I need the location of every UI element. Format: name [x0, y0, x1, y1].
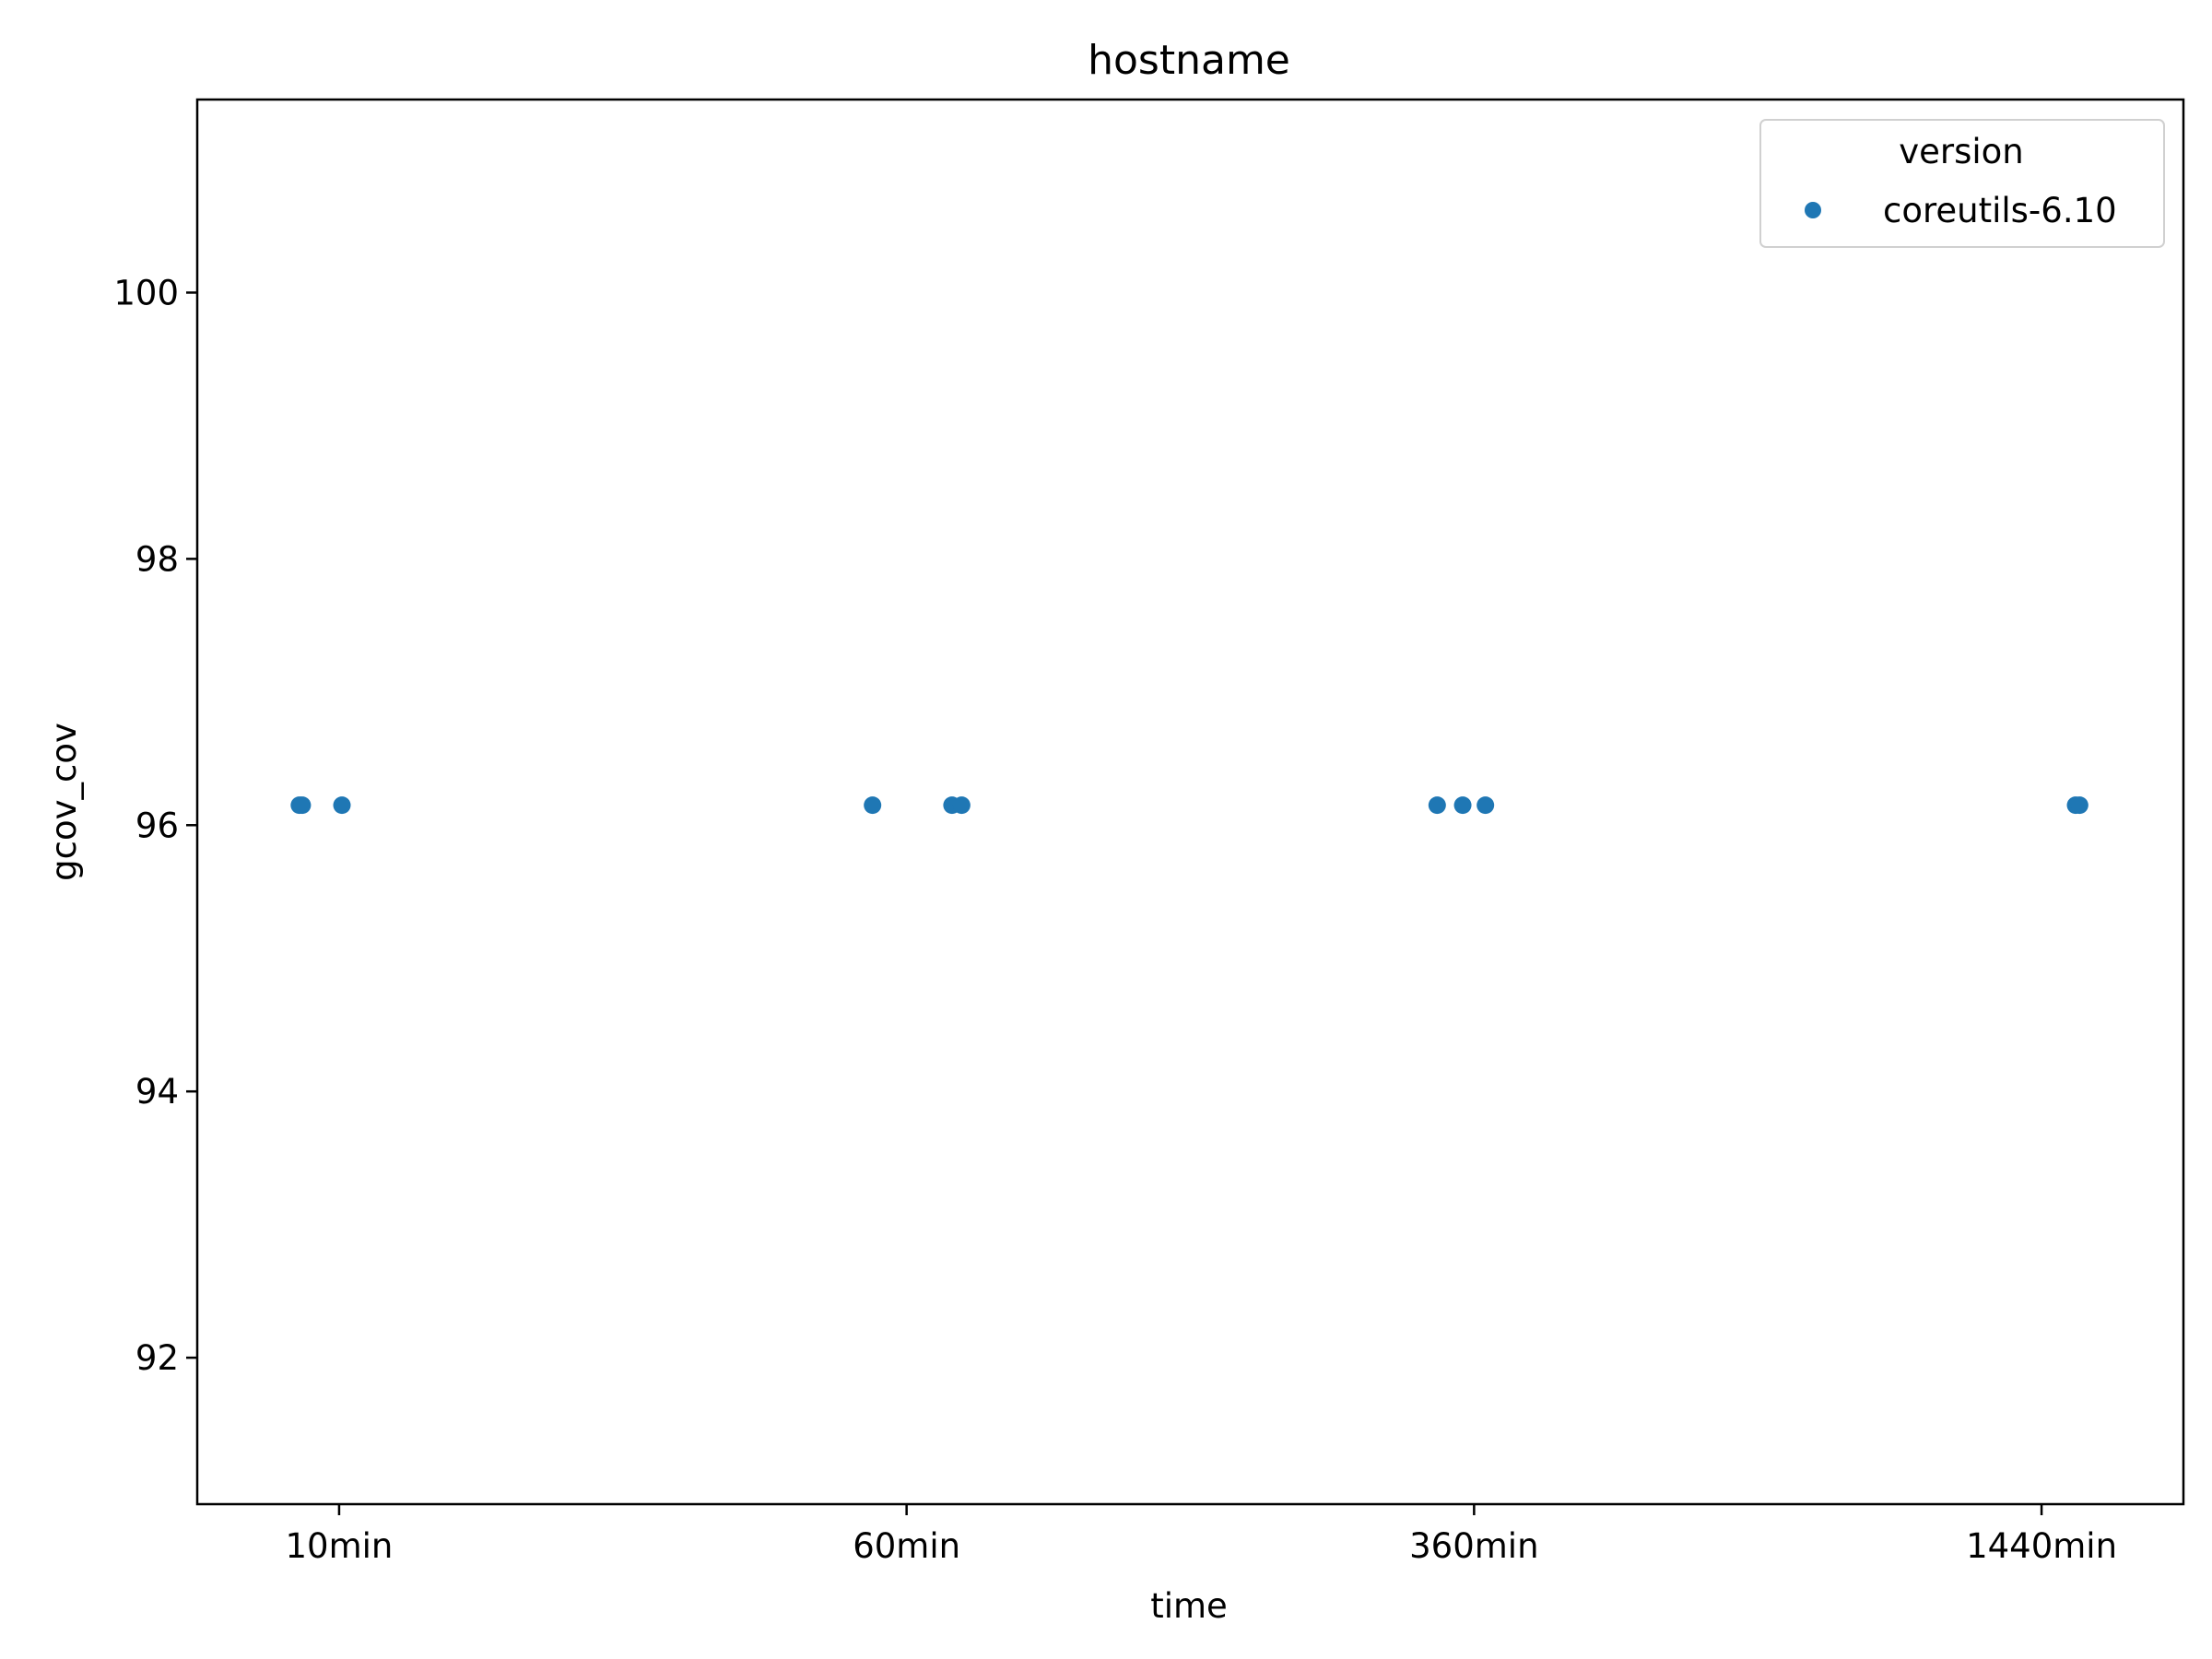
y-tick-label: 92 [135, 1338, 179, 1378]
data-point [864, 796, 882, 815]
legend-label: coreutils-6.10 [1883, 191, 2117, 230]
x-tick-label: 60min [853, 1526, 960, 1566]
data-point [333, 796, 351, 815]
y-tick-label: 94 [135, 1072, 179, 1112]
y-axis: 92 94 96 98 100 [113, 273, 197, 1378]
data-point [1428, 796, 1446, 815]
data-point [2070, 796, 2088, 815]
y-tick-label: 98 [135, 539, 179, 579]
data-points [290, 796, 2088, 815]
x-tick-label: 360min [1409, 1526, 1538, 1566]
data-point [293, 796, 312, 815]
legend-title: version [1899, 132, 2024, 171]
chart-title: hostname [1088, 37, 1290, 84]
y-tick-label: 96 [135, 806, 179, 845]
x-tick-label: 1440min [1966, 1526, 2117, 1566]
legend: version coreutils-6.10 [1759, 119, 2165, 248]
y-axis-label: gcov_cov [44, 723, 84, 881]
legend-box [1759, 119, 2165, 248]
data-point [952, 796, 971, 815]
y-tick-label: 100 [113, 273, 179, 312]
data-point [1477, 796, 1495, 815]
x-tick-label: 10min [285, 1526, 393, 1566]
x-axis-label: time [1150, 1586, 1228, 1626]
data-point [1453, 796, 1472, 815]
legend-marker [1805, 202, 1821, 218]
x-axis: 10min 60min 360min 1440min [285, 1504, 2117, 1566]
plot-area [195, 98, 2185, 1506]
